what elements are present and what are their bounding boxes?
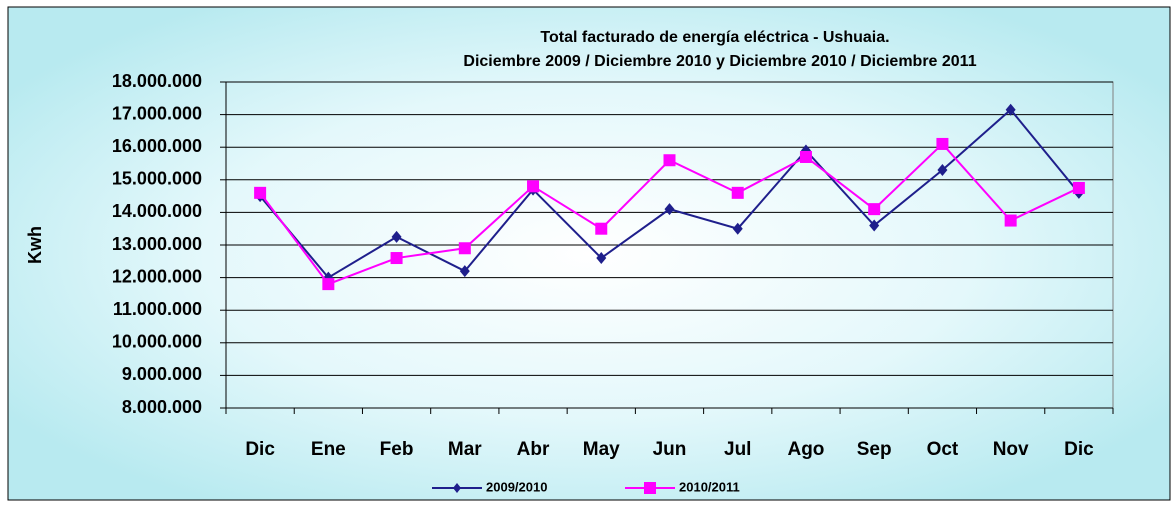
marker [390, 252, 403, 265]
x-tick-label: Dic [245, 439, 275, 460]
x-tick-label: Ene [311, 439, 346, 460]
marker [1005, 103, 1016, 116]
y-tick-label: 18.000.000 [112, 71, 202, 91]
chart-subtitle: Diciembre 2009 / Diciembre 2010 y Diciem… [463, 53, 976, 70]
x-tick-label: Nov [993, 439, 1029, 460]
marker [322, 278, 335, 291]
y-tick-label: 8.000.000 [122, 397, 202, 417]
legend-label: 2010/2011 [679, 479, 740, 494]
y-axis-label: Kwh [25, 226, 45, 264]
marker [868, 203, 881, 216]
marker [936, 137, 949, 150]
y-tick-label: 16.000.000 [112, 136, 202, 156]
marker [391, 230, 402, 243]
x-tick-label: Mar [448, 439, 482, 460]
y-tick-label: 14.000.000 [112, 201, 202, 221]
x-tick-label: Feb [380, 439, 414, 460]
legend-marker [644, 482, 656, 494]
marker [254, 186, 267, 199]
marker [799, 150, 812, 163]
marker [664, 203, 675, 216]
legend-label: 2009/2010 [486, 479, 547, 494]
marker [937, 164, 948, 177]
x-tick-label: Dic [1064, 439, 1094, 460]
x-tick-label: Abr [517, 439, 550, 460]
x-tick-label: Oct [927, 439, 959, 460]
marker [1004, 214, 1017, 227]
y-tick-label: 15.000.000 [112, 169, 202, 189]
y-tick-label: 12.000.000 [112, 266, 202, 286]
x-tick-label: Jul [724, 439, 751, 460]
marker [458, 242, 471, 255]
marker [595, 222, 608, 235]
y-tick-label: 9.000.000 [122, 364, 202, 384]
y-tick-label: 10.000.000 [112, 332, 202, 352]
legend-marker [453, 483, 461, 493]
marker [869, 219, 880, 232]
marker [527, 180, 540, 193]
x-tick-label: Ago [787, 439, 824, 460]
x-tick-label: Jun [653, 439, 687, 460]
marker [663, 154, 676, 167]
chart-title: Total facturado de energía eléctrica - U… [540, 29, 889, 46]
y-tick-label: 13.000.000 [112, 234, 202, 254]
marker [596, 252, 607, 265]
x-tick-label: Sep [857, 439, 892, 460]
y-tick-label: 11.000.000 [113, 299, 202, 319]
marker [732, 222, 743, 235]
y-tick-label: 17.000.000 [112, 103, 202, 123]
marker [1072, 181, 1085, 194]
marker [731, 186, 744, 199]
marker [459, 265, 470, 278]
chart-frame [7, 6, 1171, 501]
x-tick-label: May [583, 439, 620, 460]
